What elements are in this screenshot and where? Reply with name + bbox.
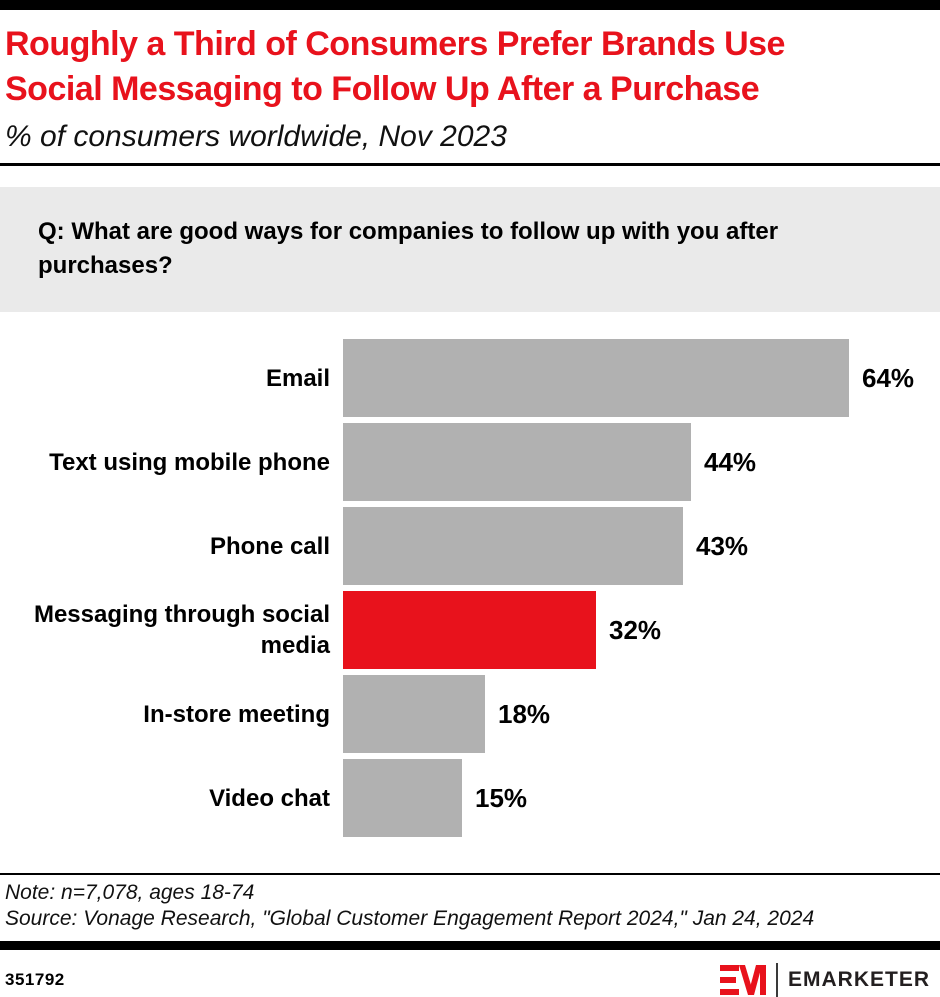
chart-row: Phone call 43% <box>0 507 940 585</box>
title-line-2: Social Messaging to Follow Up After a Pu… <box>5 70 760 108</box>
bar-label: Text using mobile phone <box>49 448 330 476</box>
survey-question: Q: What are good ways for companies to f… <box>38 218 779 279</box>
chart-row: Email 64% <box>0 339 940 417</box>
title-line-1: Roughly a Third of Consumers Prefer Bran… <box>5 25 785 63</box>
bar-label: Messaging through social media <box>33 601 330 659</box>
emarketer-monogram-icon <box>719 965 766 995</box>
bar-track: 32% <box>343 591 940 669</box>
bar-value: 44% <box>704 446 757 477</box>
bar <box>343 507 683 585</box>
page-title: Roughly a Third of Consumers Prefer Bran… <box>5 22 924 112</box>
bar-highlighted <box>343 591 596 669</box>
chart-row: Text using mobile phone 44% <box>0 423 940 501</box>
bar-track: 44% <box>343 423 940 501</box>
brand-wordmark: EMARKETER <box>787 968 930 991</box>
emarketer-logo: EMARKETER <box>719 963 930 997</box>
bar-track: 18% <box>343 675 940 753</box>
bar-track: 43% <box>343 507 940 585</box>
bar-track: 64% <box>343 339 940 417</box>
source-line: Source: Vonage Research, "Global Custome… <box>5 907 815 930</box>
bar-label: Video chat <box>209 784 330 812</box>
chart-row: In-store meeting 18% <box>0 675 940 753</box>
bar-value: 18% <box>498 698 551 729</box>
question-box: Q: What are good ways for companies to f… <box>0 187 940 312</box>
chart-id: 351792 <box>5 970 65 989</box>
bar-value: 15% <box>475 782 528 813</box>
bar <box>343 759 462 837</box>
bar-label: In-store meeting <box>143 700 330 728</box>
bar <box>343 339 849 417</box>
bar-label: Phone call <box>209 532 330 560</box>
chart-row: Video chat 15% <box>0 759 940 837</box>
notes-section: Note: n=7,078, ages 18-74 Source: Vonage… <box>0 873 940 932</box>
header-divider <box>0 163 940 166</box>
header: Roughly a Third of Consumers Prefer Bran… <box>0 10 940 154</box>
logo-divider <box>775 963 778 997</box>
footer-black-bar <box>0 941 940 950</box>
bar-track: 15% <box>343 759 940 837</box>
chart-row: Messaging through social media 32% <box>0 591 940 669</box>
bar <box>343 675 485 753</box>
bar-value: 64% <box>862 362 915 393</box>
note-line: Note: n=7,078, ages 18-74 <box>5 881 255 904</box>
bar-value: 43% <box>696 530 749 561</box>
bar-label: Email <box>265 364 330 392</box>
bar-value: 32% <box>609 614 662 645</box>
top-black-bar <box>0 0 940 10</box>
bar <box>343 423 691 501</box>
footer: 351792 EMARKETER <box>0 950 940 997</box>
page-subtitle: % of consumers worldwide, Nov 2023 <box>5 120 507 153</box>
bar-chart: Email 64% Text using mobile phone 44% Phone … <box>0 339 940 837</box>
